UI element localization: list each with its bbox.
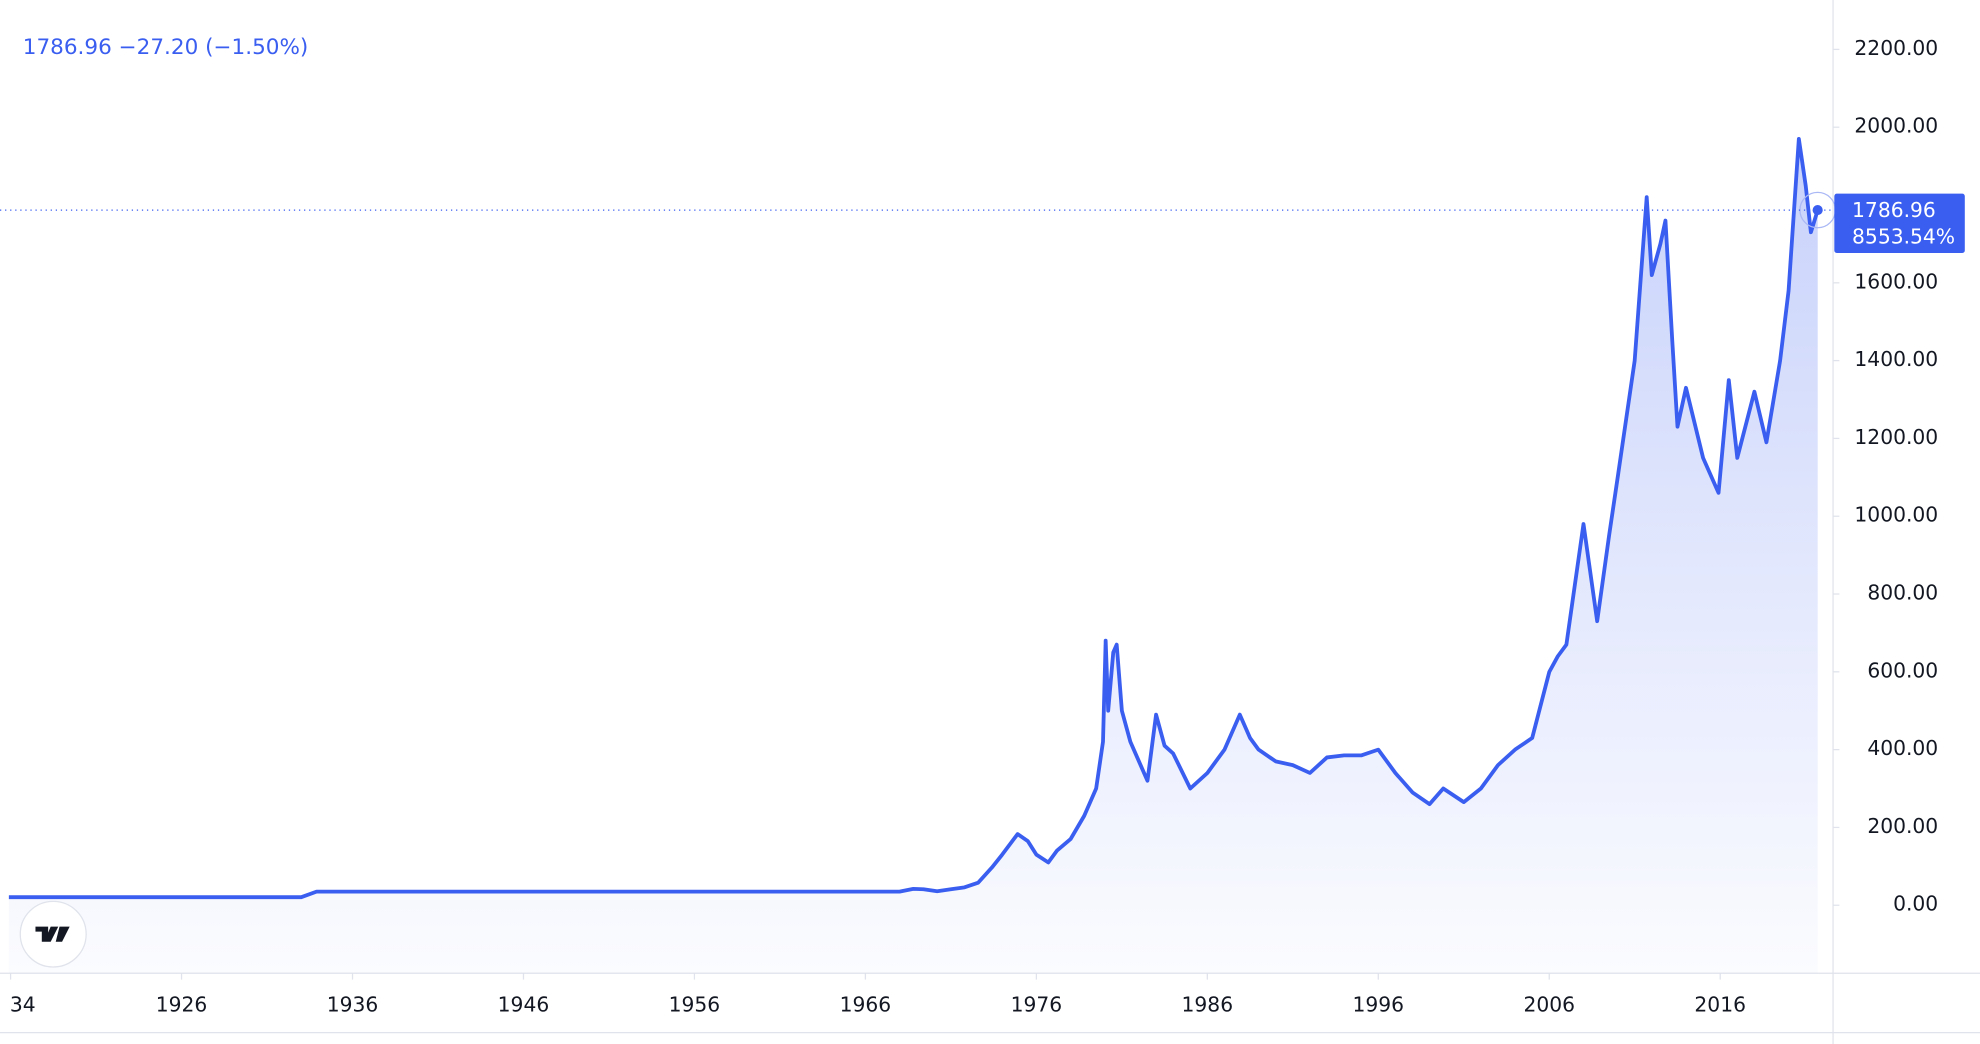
y-tick-label: 800.00 bbox=[1867, 581, 1938, 605]
y-tick-label: 200.00 bbox=[1867, 814, 1938, 838]
x-tick-label: 1976 bbox=[1011, 993, 1063, 1017]
y-tick-label: 0.00 bbox=[1893, 892, 1938, 916]
legend-text: 1786.96 −27.20 (−1.50%) bbox=[23, 35, 309, 60]
x-tick-label: 1946 bbox=[498, 993, 550, 1017]
x-tick-label: 1986 bbox=[1182, 993, 1234, 1017]
y-tick-label: 2200.00 bbox=[1854, 36, 1938, 60]
plot-area bbox=[8, 136, 1837, 974]
last-percent-label: 8553.54% bbox=[1852, 224, 1955, 248]
x-tick-label: 34 bbox=[10, 993, 36, 1017]
x-tick-label: 2006 bbox=[1523, 993, 1575, 1017]
last-price-tag bbox=[1834, 193, 1965, 254]
price-line bbox=[8, 136, 1820, 900]
x-tick-label: 1996 bbox=[1353, 993, 1405, 1017]
y-tick-label: 1000.00 bbox=[1854, 503, 1938, 527]
x-tick-label: 1966 bbox=[840, 993, 892, 1017]
x-tick-label: 1936 bbox=[327, 993, 379, 1017]
logo bbox=[19, 900, 87, 968]
x-tick-label: 1926 bbox=[156, 993, 208, 1017]
last-price-label: 1786.96 bbox=[1852, 198, 1936, 222]
y-tick-label: 400.00 bbox=[1867, 736, 1938, 760]
y-tick-label: 1200.00 bbox=[1854, 425, 1938, 449]
x-tick-label: 1956 bbox=[669, 993, 721, 1017]
y-tick-label: 600.00 bbox=[1867, 658, 1938, 682]
area bbox=[8, 138, 1818, 974]
x-tick-label: 2016 bbox=[1694, 993, 1746, 1017]
y-tick-label: 1400.00 bbox=[1854, 347, 1938, 371]
y-tick-label: 1600.00 bbox=[1854, 269, 1938, 293]
last-point bbox=[1812, 205, 1823, 216]
y-tick-label: 2000.00 bbox=[1854, 114, 1938, 138]
